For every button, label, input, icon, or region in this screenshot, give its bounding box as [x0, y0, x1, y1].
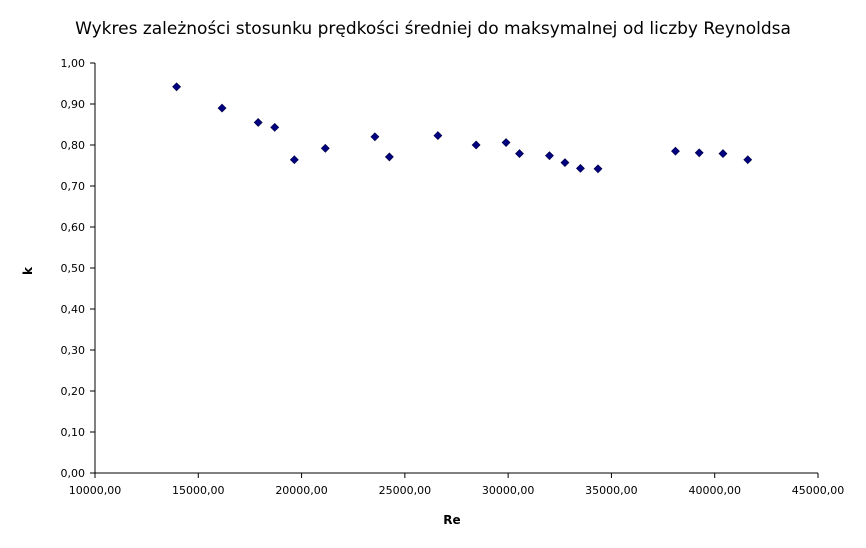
x-tick-label: 35000,00 — [585, 484, 638, 497]
y-tick-label: 0,20 — [61, 385, 86, 398]
data-point — [560, 158, 570, 168]
y-tick-label: 0,50 — [61, 262, 86, 275]
y-tick-label: 0,30 — [61, 344, 86, 357]
data-point — [515, 149, 524, 159]
data-point — [270, 122, 280, 132]
data-point — [289, 155, 299, 165]
data-point — [743, 155, 753, 165]
x-tick-label: 40000,00 — [688, 484, 741, 497]
axes — [94, 63, 818, 474]
y-tick-label: 0,70 — [61, 180, 86, 193]
data-point — [384, 152, 394, 162]
data-point — [718, 149, 728, 159]
y-tick-label: 0,90 — [61, 98, 86, 111]
x-tick-label: 15000,00 — [172, 484, 225, 497]
y-tick-label: 0,80 — [61, 139, 86, 152]
data-point — [501, 138, 511, 147]
y-tick-label: 1,00 — [61, 57, 86, 70]
y-tick-label: 0,60 — [61, 221, 86, 234]
data-point — [593, 164, 603, 174]
data-point — [217, 103, 227, 113]
x-tick-labels: 10000,00 15000,00 20000,00 25000,00 30000,00… — [69, 484, 845, 497]
data-point — [545, 151, 554, 161]
y-tick-label: 0,40 — [61, 303, 86, 316]
y-axis-title: k — [21, 266, 35, 275]
tick-marks — [90, 62, 819, 478]
data-point — [320, 143, 330, 153]
data-point — [370, 132, 380, 142]
data-point — [671, 146, 680, 156]
data-point — [253, 118, 263, 127]
x-tick-label: 20000,00 — [275, 484, 328, 497]
data-point — [576, 163, 585, 173]
y-tick-label: 0,00 — [61, 467, 86, 480]
data-point — [694, 148, 704, 158]
x-tick-label: 45000,00 — [792, 484, 845, 497]
x-tick-label: 10000,00 — [69, 484, 122, 497]
x-tick-label: 25000,00 — [379, 484, 432, 497]
x-axis-title: Re — [443, 513, 460, 527]
data-point — [433, 131, 443, 140]
data-point — [471, 140, 481, 150]
y-tick-labels: 0,00 0,10 0,20 0,30 0,40 0,50 0,60 0,70 0,80 0,90… — [61, 57, 86, 480]
chart-title: Wykres zależności stosunku prędkości śre… — [75, 19, 791, 39]
x-tick-label: 30000,00 — [482, 484, 535, 497]
data-point — [172, 82, 182, 92]
data-points — [172, 82, 753, 174]
y-tick-label: 0,10 — [61, 426, 86, 439]
